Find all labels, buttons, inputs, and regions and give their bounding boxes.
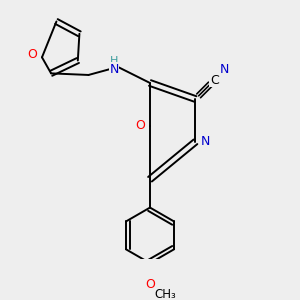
Text: O: O — [27, 48, 37, 61]
Text: CH₃: CH₃ — [154, 288, 176, 300]
Text: N: N — [200, 135, 210, 148]
Text: O: O — [135, 119, 145, 132]
Text: C: C — [210, 74, 218, 87]
Text: O: O — [145, 278, 155, 291]
Text: N: N — [220, 63, 230, 76]
Text: N: N — [110, 63, 119, 76]
Text: H: H — [110, 56, 118, 65]
